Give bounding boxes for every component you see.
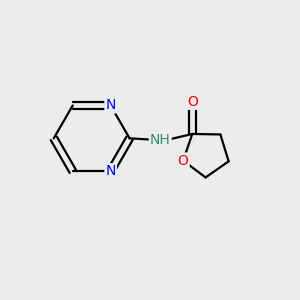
Text: NH: NH [150, 133, 171, 147]
Text: O: O [178, 154, 189, 167]
Text: N: N [105, 164, 116, 178]
Text: N: N [105, 98, 116, 112]
Text: O: O [187, 95, 198, 109]
